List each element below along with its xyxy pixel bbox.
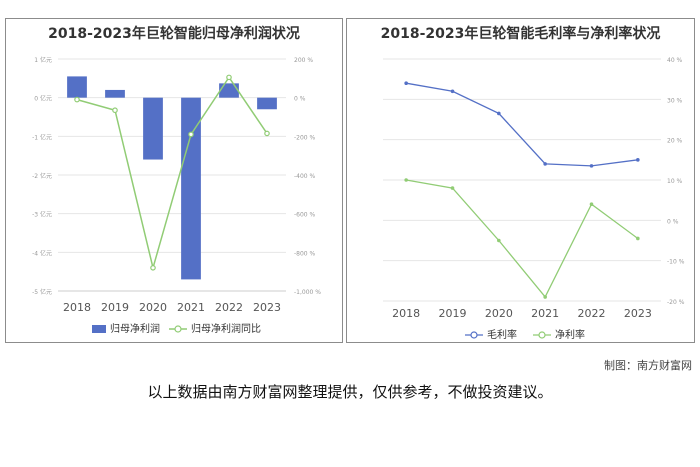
data-point bbox=[497, 238, 501, 243]
y-right-tick-label: 200 % bbox=[294, 57, 313, 64]
legend-label: 净利率 bbox=[555, 328, 585, 341]
bar bbox=[181, 97, 201, 280]
y-right-tick-label: -10 % bbox=[667, 259, 685, 266]
series-line bbox=[406, 82, 638, 167]
y-right-tick-label: -200 % bbox=[294, 134, 316, 141]
series-line-yoy bbox=[76, 76, 268, 271]
margin-chart: 40 % 30 % 20 % 10 % 0 % -10 % -20 % 2018 2019 202… bbox=[383, 57, 685, 341]
y-right-tick-label: 0 % bbox=[294, 96, 306, 103]
y-left-tick-label: 1 亿元 bbox=[34, 56, 52, 64]
x-tick-label: 2022 bbox=[215, 301, 243, 314]
y-right-tick-label: 40 % bbox=[667, 57, 683, 64]
data-point bbox=[226, 74, 232, 81]
x-tick-label: 2019 bbox=[439, 307, 467, 320]
legend-swatch-marker bbox=[470, 331, 478, 339]
y-right-tick-label: -800 % bbox=[294, 250, 316, 257]
x-tick-label: 2020 bbox=[485, 307, 513, 320]
y-left-tick-label: -4 亿元 bbox=[32, 249, 52, 257]
legend-swatch-marker bbox=[538, 331, 546, 339]
y-right-tick-label: -20 % bbox=[667, 299, 685, 306]
legend-swatch-bar bbox=[92, 325, 106, 333]
y-left-tick-label: -2 亿元 bbox=[32, 172, 52, 180]
data-point bbox=[188, 131, 194, 138]
bar bbox=[105, 89, 125, 98]
chart-title: 2018-2023年巨轮智能归母净利润状况 bbox=[48, 26, 300, 42]
y-right-tick-label: -1,000 % bbox=[294, 289, 321, 296]
x-tick-label: 2019 bbox=[101, 301, 129, 314]
net-profit-chart: 1 亿元 0 亿元 -1 亿元 -2 亿元 -3 亿元 -4 亿元 -5 亿元 200 % 0 … bbox=[32, 56, 321, 335]
chart-credit: 制图：南方财富网 bbox=[604, 359, 692, 372]
data-point bbox=[589, 202, 594, 206]
y-right-tick-label: 30 % bbox=[667, 97, 683, 104]
data-point bbox=[74, 96, 80, 103]
x-tick-label: 2021 bbox=[177, 301, 205, 314]
legend-label: 归母净利润同比 bbox=[191, 322, 261, 335]
data-point bbox=[264, 130, 270, 137]
x-tick-label: 2018 bbox=[63, 301, 91, 314]
bar bbox=[143, 97, 163, 160]
bar bbox=[257, 97, 277, 110]
chart-panel-margins: 2018-2023年巨轮智能毛利率与净利率状况 40 % 30 % 20 % 10 %… bbox=[346, 18, 695, 343]
data-point bbox=[150, 265, 156, 271]
data-point bbox=[112, 107, 118, 114]
y-right-tick-label: -600 % bbox=[294, 212, 316, 219]
bar bbox=[67, 76, 87, 98]
chart-panel-net-profit: 2018-2023年巨轮智能归母净利润状况 1 亿元 0 亿元 -1 亿元 -2 亿元… bbox=[5, 18, 343, 343]
series-line bbox=[406, 179, 639, 299]
legend-label: 归母净利润 bbox=[110, 322, 160, 335]
x-tick-label: 2021 bbox=[531, 307, 559, 320]
data-point bbox=[543, 295, 547, 299]
data-point bbox=[450, 186, 455, 190]
data-point bbox=[636, 236, 640, 241]
y-right-tick-label: 20 % bbox=[667, 138, 683, 145]
data-point bbox=[497, 111, 501, 116]
x-tick-label: 2020 bbox=[139, 301, 167, 314]
y-right-tick-label: -400 % bbox=[294, 173, 316, 180]
x-tick-label: 2018 bbox=[392, 307, 420, 320]
data-point bbox=[543, 162, 547, 166]
chart-title: 2018-2023年巨轮智能毛利率与净利率状况 bbox=[380, 26, 661, 42]
y-left-tick-label: -1 亿元 bbox=[32, 133, 52, 141]
data-point bbox=[404, 178, 408, 182]
y-left-tick-label: 0 亿元 bbox=[34, 95, 52, 103]
data-point bbox=[589, 164, 594, 168]
legend-swatch-marker bbox=[174, 325, 182, 333]
data-point bbox=[404, 81, 408, 85]
y-right-tick-label: 0 % bbox=[667, 218, 679, 225]
legend-label: 毛利率 bbox=[487, 328, 517, 341]
data-point bbox=[450, 89, 455, 94]
x-tick-label: 2023 bbox=[253, 301, 281, 314]
data-point bbox=[636, 158, 640, 162]
disclaimer-text: 以上数据由南方财富网整理提供，仅供参考，不做投资建议。 bbox=[147, 383, 553, 401]
x-tick-label: 2023 bbox=[624, 307, 652, 320]
bar bbox=[219, 83, 239, 98]
y-left-tick-label: -3 亿元 bbox=[32, 211, 52, 219]
y-left-tick-label: -5 亿元 bbox=[32, 288, 52, 296]
y-right-tick-label: 10 % bbox=[667, 178, 683, 185]
x-tick-label: 2022 bbox=[578, 307, 606, 320]
